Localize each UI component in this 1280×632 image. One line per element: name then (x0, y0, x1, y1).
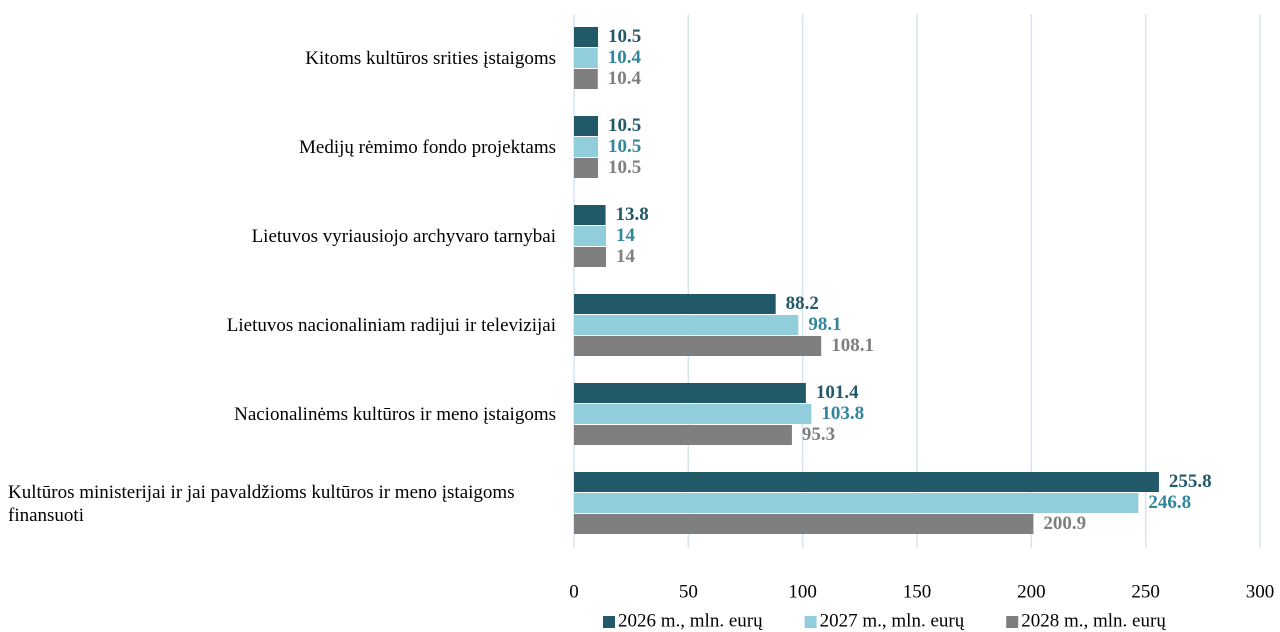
bar (574, 336, 822, 356)
legend-swatch (603, 616, 615, 628)
bar (574, 383, 806, 403)
x-tick-label: 150 (903, 581, 932, 602)
value-label: 200.9 (1043, 513, 1086, 534)
category-label: Nacionalinėms kultūros ir meno įstaigoms (234, 404, 556, 425)
legend-label: 2026 m., mln. eurų (618, 610, 763, 631)
value-label: 95.3 (802, 424, 835, 445)
value-label: 103.8 (821, 403, 864, 424)
bar (574, 425, 792, 445)
category-label: Kitoms kultūros srities įstaigoms (305, 48, 556, 69)
x-tick-label: 250 (1131, 581, 1160, 602)
x-tick-label: 200 (1017, 581, 1046, 602)
value-label: 10.4 (608, 68, 642, 89)
value-label: 98.1 (808, 314, 841, 335)
value-label: 14 (616, 225, 636, 246)
bar (574, 472, 1159, 492)
value-label: 10.5 (608, 136, 641, 157)
bar (574, 315, 799, 335)
value-label: 10.5 (608, 157, 641, 178)
bar (574, 137, 599, 157)
bar (574, 27, 599, 47)
bar (574, 69, 598, 89)
legend-swatch (804, 616, 817, 628)
bar (574, 48, 598, 68)
value-label: 108.1 (831, 335, 874, 356)
x-tick-label: 50 (679, 581, 698, 602)
value-label: 246.8 (1148, 492, 1191, 513)
x-tick-label: 0 (569, 581, 579, 602)
value-label: 88.2 (786, 293, 819, 314)
category-label: Lietuvos vyriausiojo archyvaro tarnybai (251, 226, 556, 247)
bar (574, 205, 606, 225)
bar (574, 294, 776, 314)
category-label: Medijų rėmimo fondo projektams (299, 137, 556, 158)
bar (574, 158, 599, 178)
category-label: Kultūros ministerijai ir jai pavaldžioms… (8, 481, 515, 526)
bar (574, 247, 607, 267)
bar (574, 493, 1139, 513)
value-label: 101.4 (816, 382, 859, 403)
legend-swatch (1006, 616, 1019, 628)
value-label: 10.4 (608, 47, 642, 68)
value-label: 10.5 (608, 26, 641, 47)
bar (574, 514, 1034, 534)
value-label: 10.5 (608, 115, 641, 136)
category-label: Lietuvos nacionaliniam radijui ir televi… (226, 315, 556, 336)
value-label: 14 (616, 246, 636, 267)
legend-label: 2028 m., mln. eurų (1021, 610, 1166, 631)
bar (574, 116, 599, 136)
value-label: 13.8 (616, 204, 649, 225)
x-tick-label: 100 (788, 581, 817, 602)
x-tick-label: 300 (1246, 581, 1275, 602)
value-label: 255.8 (1169, 471, 1212, 492)
bar (574, 404, 812, 424)
bar (574, 226, 607, 246)
legend-label: 2027 m., mln. eurų (820, 610, 965, 631)
